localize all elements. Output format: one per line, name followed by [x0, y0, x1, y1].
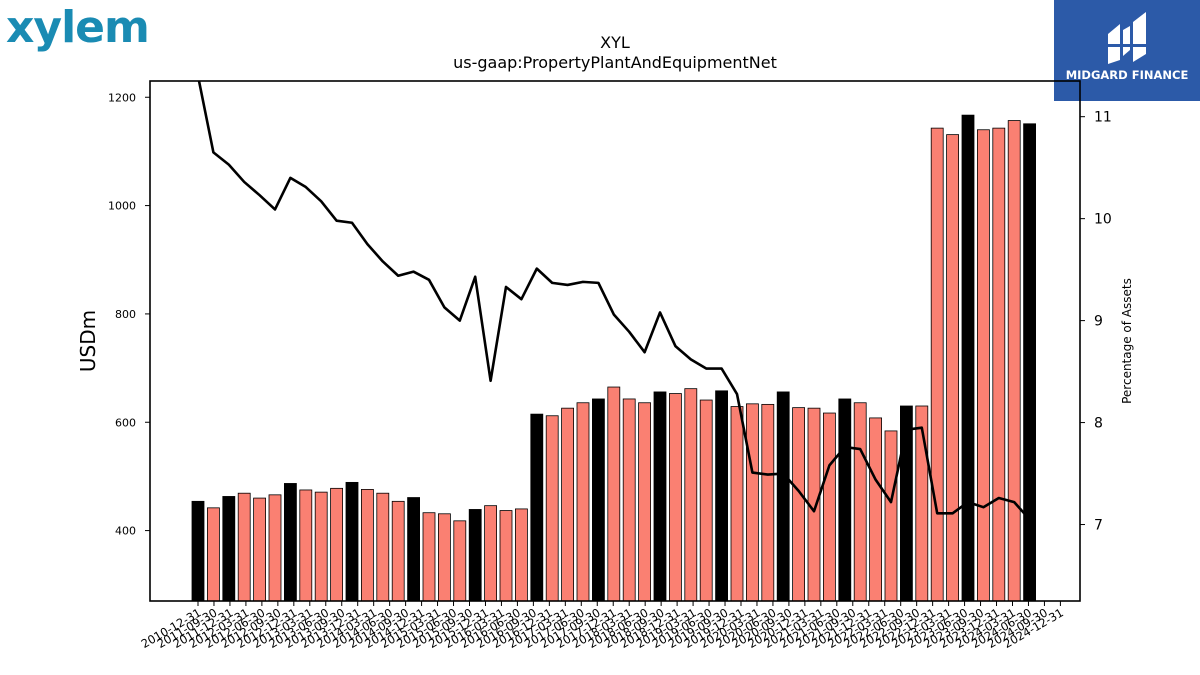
- midgard-logo-graphic: [1054, 0, 1200, 101]
- bar-2021-06-30: [838, 398, 852, 601]
- bar-2022-09-30: [915, 405, 929, 601]
- y2-tick-label: 8: [1094, 416, 1103, 432]
- bar-2024-03-31: [1007, 120, 1021, 601]
- bar-2010-12-31: [191, 500, 205, 601]
- bar-2012-03-31: [268, 494, 282, 601]
- y2-tick-label: 7: [1094, 518, 1103, 534]
- bar-2017-03-31: [576, 402, 590, 601]
- y-tick-label: 1000: [108, 200, 136, 213]
- percentage-of-assets-line: [197, 81, 1031, 521]
- bar-2021-09-30: [853, 402, 867, 601]
- y-tick-label: 400: [115, 525, 136, 538]
- plot-frame: [149, 80, 1081, 602]
- bar-2012-09-30: [299, 489, 313, 601]
- y-tick-label: 1200: [108, 91, 136, 104]
- bar-2015-03-31: [453, 520, 467, 601]
- y2-axis-label: Percentage of Assets: [1120, 278, 1134, 404]
- bar-2017-12-31: [622, 398, 636, 601]
- bar-2017-09-30: [607, 386, 621, 601]
- bar-2018-09-30: [669, 393, 682, 601]
- bar-2021-12-31: [869, 417, 882, 601]
- bar-2022-03-31: [884, 430, 898, 601]
- bar-2020-09-30: [792, 407, 805, 601]
- bar-2013-09-30: [360, 489, 374, 601]
- midgard-logo-text: MIDGARD FINANCE: [1065, 68, 1189, 82]
- bar-2011-03-31: [206, 507, 220, 601]
- bar-2019-12-31: [746, 403, 759, 601]
- y-axis-label: USDm: [76, 310, 100, 372]
- xylem-logo: xylem: [6, 2, 150, 53]
- bar-2019-06-30: [715, 390, 728, 601]
- bar-2012-06-30: [283, 483, 297, 601]
- bar-2014-09-30: [422, 512, 436, 601]
- chart-subtitle: us-gaap:PropertyPlantAndEquipmentNet: [453, 53, 777, 72]
- bar-2013-12-31: [376, 492, 390, 601]
- bar-2015-09-30: [484, 505, 498, 601]
- bar-2017-06-30: [592, 398, 605, 601]
- bar-2022-12-31: [930, 127, 944, 601]
- bar-2016-12-31: [561, 407, 574, 601]
- y2-tick-label: 11: [1094, 110, 1112, 126]
- bar-2023-09-30: [977, 129, 990, 601]
- bar-2018-03-31: [638, 402, 651, 601]
- bar-2016-03-31: [515, 508, 528, 601]
- bar-2016-06-30: [530, 413, 544, 601]
- bar-2013-03-31: [330, 487, 344, 601]
- y2-tick-label: 9: [1094, 314, 1103, 330]
- bar-2021-03-31: [823, 412, 836, 601]
- y-tick-label: 600: [115, 416, 136, 429]
- bar-2012-12-31: [314, 491, 328, 601]
- bar-2016-09-30: [545, 415, 559, 601]
- y-tick-label: 800: [115, 308, 136, 321]
- bar-2023-12-31: [992, 127, 1006, 601]
- bar-2015-12-31: [499, 510, 513, 601]
- y2-tick-label: 10: [1094, 212, 1112, 228]
- bar-2018-06-30: [653, 391, 667, 601]
- bar-2011-06-30: [222, 496, 236, 601]
- bar-2019-09-30: [730, 406, 744, 601]
- bar-2013-06-30: [345, 481, 359, 601]
- bar-2015-06-30: [468, 509, 482, 601]
- bar-2014-06-30: [407, 497, 421, 601]
- bar-2023-06-30: [961, 114, 975, 601]
- chart-title: XYL: [600, 33, 630, 52]
- bar-2020-06-30: [776, 391, 790, 601]
- bar-2011-09-30: [237, 492, 251, 601]
- bar-2014-03-31: [391, 500, 405, 601]
- bar-2018-12-31: [684, 388, 698, 601]
- bar-2014-12-31: [437, 513, 451, 601]
- midgard-finance-logo: MIDGARD FINANCE: [1054, 0, 1200, 101]
- bar-2019-03-31: [699, 399, 713, 601]
- bar-2024-06-30: [1023, 123, 1036, 601]
- bar-2011-12-31: [253, 497, 267, 601]
- bar-2020-03-31: [761, 403, 775, 601]
- bar-2022-06-30: [900, 405, 913, 601]
- bar-2023-03-31: [946, 134, 959, 601]
